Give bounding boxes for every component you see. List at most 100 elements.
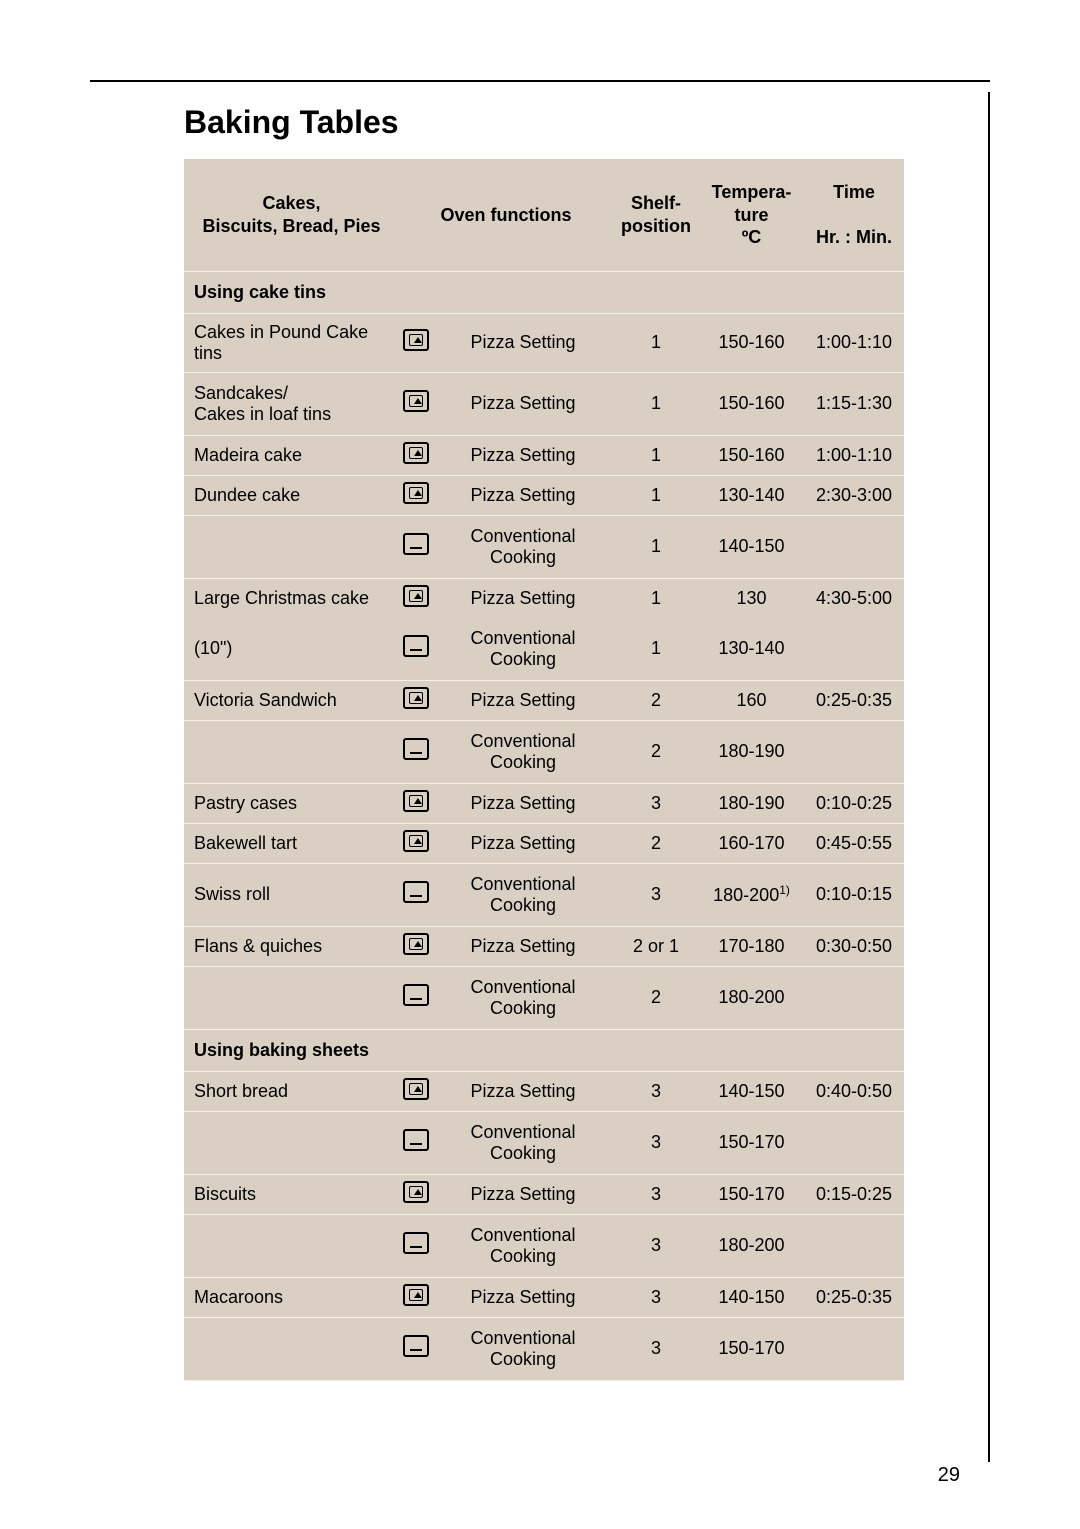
cell-position: 3 <box>613 783 699 823</box>
cell-position: 3 <box>613 1317 699 1380</box>
cell-position: 2 <box>613 966 699 1029</box>
cell-time: 4:30-5:00 <box>804 578 904 618</box>
cell-name: Biscuits <box>184 1174 399 1214</box>
cell-function: ConventionalCooking <box>433 966 613 1029</box>
cell-position: 3 <box>613 1277 699 1317</box>
cell-temperature: 180-200 <box>699 1214 804 1277</box>
cell-name: Victoria Sandwich <box>184 680 399 720</box>
table-row: Victoria SandwichPizza Setting21600:25-0… <box>184 680 904 720</box>
cell-icon <box>399 1174 433 1214</box>
section-title: Using cake tins <box>184 271 904 313</box>
table-row: ConventionalCooking3150-170 <box>184 1317 904 1380</box>
cell-name <box>184 1317 399 1380</box>
cell-name: Cakes in Pound Cake tins <box>184 313 399 372</box>
cell-icon <box>399 966 433 1029</box>
cell-function: Pizza Setting <box>433 680 613 720</box>
page-right-border <box>988 92 990 1462</box>
cell-temperature: 130-140 <box>699 475 804 515</box>
cell-name <box>184 1111 399 1174</box>
cell-time <box>804 720 904 783</box>
pizza-setting-icon <box>403 482 429 504</box>
cell-function: Pizza Setting <box>433 1174 613 1214</box>
cell-name: Bakewell tart <box>184 823 399 863</box>
table-row: Madeira cakePizza Setting1150-1601:00-1:… <box>184 435 904 475</box>
cell-icon <box>399 863 433 926</box>
cell-position: 2 or 1 <box>613 926 699 966</box>
cell-function: Pizza Setting <box>433 435 613 475</box>
cell-position: 2 <box>613 823 699 863</box>
table-row: ConventionalCooking2180-200 <box>184 966 904 1029</box>
table-row: Large Christmas cakePizza Setting11304:3… <box>184 578 904 618</box>
cell-position: 1 <box>613 372 699 435</box>
section-header-row: Using baking sheets <box>184 1029 904 1071</box>
cell-time <box>804 966 904 1029</box>
conventional-cooking-icon <box>403 1232 429 1254</box>
cell-name <box>184 1214 399 1277</box>
cell-temperature: 150-160 <box>699 372 804 435</box>
conventional-cooking-icon <box>403 1335 429 1357</box>
cell-temperature: 130-140 <box>699 618 804 681</box>
cell-name: Madeira cake <box>184 435 399 475</box>
cell-name: Short bread <box>184 1071 399 1111</box>
table-row: Short breadPizza Setting3140-1500:40-0:5… <box>184 1071 904 1111</box>
cell-position: 3 <box>613 863 699 926</box>
cell-function: ConventionalCooking <box>433 720 613 783</box>
cell-function: Pizza Setting <box>433 783 613 823</box>
cell-position: 3 <box>613 1111 699 1174</box>
conventional-cooking-icon <box>403 984 429 1006</box>
cell-function: ConventionalCooking <box>433 1317 613 1380</box>
table-row: ConventionalCooking1140-150 <box>184 515 904 578</box>
cell-position: 3 <box>613 1174 699 1214</box>
cell-temperature: 160 <box>699 680 804 720</box>
cell-name: Dundee cake <box>184 475 399 515</box>
cell-position: 3 <box>613 1214 699 1277</box>
cell-icon <box>399 372 433 435</box>
cell-icon <box>399 1317 433 1380</box>
col-header-name: Cakes,Biscuits, Bread, Pies <box>184 159 399 271</box>
cell-position: 1 <box>613 578 699 618</box>
cell-time: 1:00-1:10 <box>804 313 904 372</box>
conventional-cooking-icon <box>403 738 429 760</box>
pizza-setting-icon <box>403 585 429 607</box>
table-row: Cakes in Pound Cake tinsPizza Setting115… <box>184 313 904 372</box>
cell-icon <box>399 720 433 783</box>
conventional-cooking-icon <box>403 533 429 555</box>
cell-time <box>804 618 904 681</box>
cell-name <box>184 720 399 783</box>
cell-position: 1 <box>613 618 699 681</box>
pizza-setting-icon <box>403 830 429 852</box>
page: Baking Tables Cakes,Biscuits, Bread, Pie… <box>0 0 1080 1529</box>
cell-icon <box>399 578 433 618</box>
cell-position: 1 <box>613 475 699 515</box>
cell-time <box>804 515 904 578</box>
cell-function: Pizza Setting <box>433 1071 613 1111</box>
cell-temperature: 160-170 <box>699 823 804 863</box>
cell-name <box>184 966 399 1029</box>
cell-name: Flans & quiches <box>184 926 399 966</box>
cell-function: Pizza Setting <box>433 475 613 515</box>
cell-icon <box>399 475 433 515</box>
cell-position: 2 <box>613 720 699 783</box>
conventional-cooking-icon <box>403 1129 429 1151</box>
cell-temperature: 150-170 <box>699 1111 804 1174</box>
cell-icon <box>399 926 433 966</box>
cell-time: 0:10-0:15 <box>804 863 904 926</box>
cell-temperature: 180-190 <box>699 720 804 783</box>
col-header-position: Shelf-position <box>613 159 699 271</box>
section-header-row: Using cake tins <box>184 271 904 313</box>
cell-function: ConventionalCooking <box>433 515 613 578</box>
pizza-setting-icon <box>403 442 429 464</box>
cell-time: 0:25-0:35 <box>804 680 904 720</box>
pizza-setting-icon <box>403 687 429 709</box>
table-row: Flans & quichesPizza Setting2 or 1170-18… <box>184 926 904 966</box>
pizza-setting-icon <box>403 1284 429 1306</box>
cell-temperature: 140-150 <box>699 515 804 578</box>
conventional-cooking-icon <box>403 881 429 903</box>
cell-name: Sandcakes/Cakes in loaf tins <box>184 372 399 435</box>
page-title: Baking Tables <box>184 104 990 141</box>
col-header-temperature: Tempera-tureºC <box>699 159 804 271</box>
conventional-cooking-icon <box>403 635 429 657</box>
cell-name <box>184 515 399 578</box>
cell-icon <box>399 435 433 475</box>
cell-time: 1:15-1:30 <box>804 372 904 435</box>
